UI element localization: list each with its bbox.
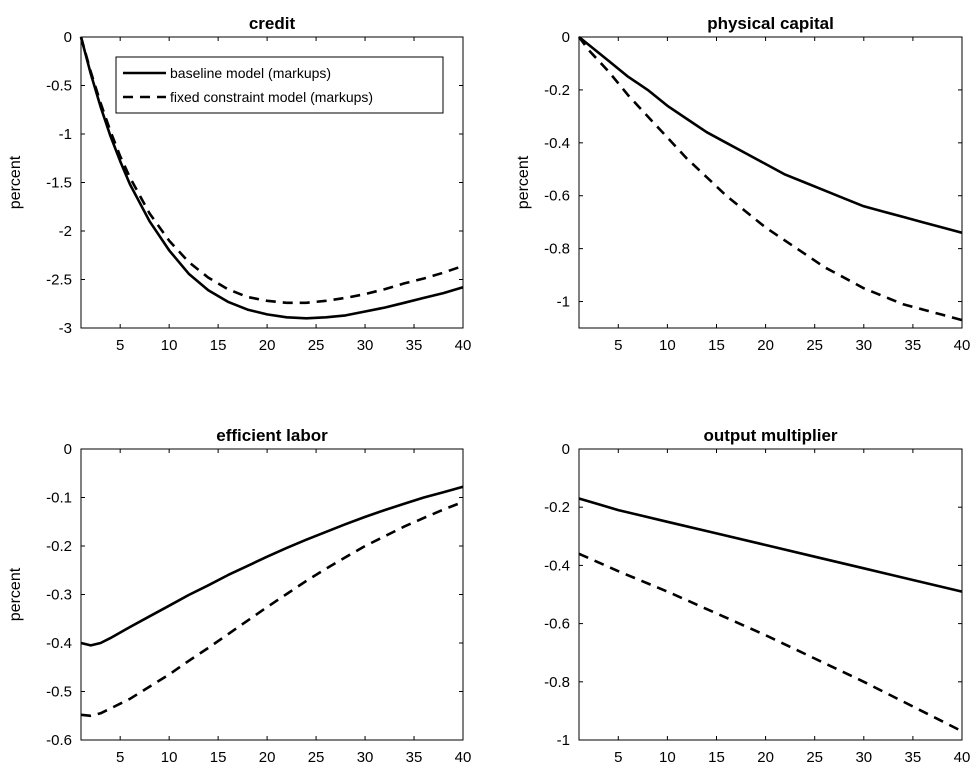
- series-line-solid: [80, 485, 464, 647]
- y-tick-label: -1: [557, 732, 570, 749]
- y-tick-label: -3: [59, 320, 72, 337]
- x-tick-label: 15: [210, 337, 227, 354]
- y-tick-label: -0.8: [544, 241, 570, 258]
- y-tick-label: 0: [562, 441, 570, 458]
- x-tick-label: 40: [455, 749, 472, 766]
- y-tick-label: -0.2: [544, 499, 570, 516]
- axes-box: [80, 448, 464, 741]
- series-line-solid: [79, 36, 464, 320]
- x-tick-label: 35: [905, 337, 922, 354]
- legend-entry: fixed constraint model (markups): [170, 89, 373, 105]
- x-tick-label: 40: [954, 749, 971, 766]
- x-tick-label: 5: [116, 337, 124, 354]
- y-tick-label: -0.2: [46, 538, 72, 555]
- axes-box: [578, 448, 963, 741]
- x-tick-label: 10: [161, 337, 178, 354]
- x-tick-label: 15: [708, 337, 725, 354]
- x-tick-label: 40: [954, 337, 971, 354]
- series-line-dashed: [80, 500, 464, 718]
- y-tick-label: -0.6: [544, 188, 570, 205]
- y-tick-label: -2.5: [46, 272, 72, 289]
- x-tick-label: 35: [905, 749, 922, 766]
- x-tick-label: 25: [806, 749, 823, 766]
- chart-title: credit: [249, 14, 296, 33]
- x-tick-label: 25: [806, 337, 823, 354]
- x-tick-label: 20: [757, 337, 774, 354]
- y-axis-label: percent: [7, 155, 24, 209]
- x-tick-label: 10: [659, 337, 676, 354]
- y-tick-label: -0.2: [544, 82, 570, 99]
- y-tick-label: -0.5: [46, 684, 72, 701]
- series-line-dashed: [577, 36, 963, 322]
- x-tick-label: 30: [357, 749, 374, 766]
- y-tick-label: -0.4: [544, 557, 570, 574]
- x-tick-label: 5: [614, 337, 622, 354]
- chart-title: output multiplier: [703, 426, 837, 445]
- x-tick-label: 15: [708, 749, 725, 766]
- x-tick-label: 35: [406, 749, 423, 766]
- x-tick-label: 25: [308, 337, 325, 354]
- panel-credit: credit percent 5 10 15 20 25 30 35 40 0 -0.5 -1 -1.5 -…: [7, 14, 471, 354]
- legend-box: [115, 56, 444, 114]
- y-tick-label: -1: [557, 294, 570, 311]
- x-tick-label: 10: [161, 749, 178, 766]
- panel-output-multiplier: output multiplier 5 10 15 20 25 30 35 40 0 -0.2 -0.…: [544, 426, 970, 766]
- legend: baseline model (markups) fixed constraint…: [115, 56, 444, 114]
- series-line-solid: [578, 35, 963, 235]
- panel-physical-capital: physical capital percent 5 10 15 20 25 30 35 40 0 -…: [515, 14, 970, 354]
- series-line-solid: [578, 497, 963, 593]
- x-tick-label: 25: [308, 749, 325, 766]
- y-tick-label: -0.8: [544, 674, 570, 691]
- y-tick-label: -1: [59, 126, 72, 143]
- x-tick-label: 15: [210, 749, 227, 766]
- x-tick-label: 20: [757, 749, 774, 766]
- y-tick-label: -0.6: [544, 616, 570, 633]
- x-tick-label: 5: [614, 749, 622, 766]
- x-tick-label: 5: [116, 749, 124, 766]
- x-tick-label: 30: [357, 337, 374, 354]
- x-tick-label: 20: [259, 749, 276, 766]
- y-tick-label: -0.4: [544, 135, 570, 152]
- chart-title: efficient labor: [216, 426, 328, 445]
- legend-entry: baseline model (markups): [170, 65, 331, 81]
- y-tick-label: -0.1: [46, 490, 72, 507]
- x-tick-label: 10: [659, 749, 676, 766]
- y-axis-label: percent: [515, 155, 532, 209]
- y-tick-label: -1.5: [46, 175, 72, 192]
- series-line-dashed: [79, 36, 464, 305]
- y-tick-label: -2: [59, 223, 72, 240]
- chart-title: physical capital: [707, 14, 834, 33]
- axes-box: [578, 36, 963, 329]
- x-tick-label: 30: [855, 337, 872, 354]
- x-tick-label: 35: [406, 337, 423, 354]
- y-tick-label: 0: [562, 29, 570, 46]
- x-tick-label: 40: [455, 337, 472, 354]
- x-tick-label: 30: [855, 749, 872, 766]
- y-tick-label: 0: [64, 29, 72, 46]
- axes-box: [80, 36, 464, 329]
- series-line-dashed: [578, 552, 963, 733]
- y-axis-label: percent: [7, 567, 24, 621]
- y-tick-label: -0.3: [46, 587, 72, 604]
- x-tick-label: 20: [259, 337, 276, 354]
- y-tick-label: -0.6: [46, 732, 72, 749]
- panel-efficient-labor: efficient labor percent 5 10 15 20 25 30 35 40 0 -0…: [7, 426, 471, 766]
- y-tick-label: -0.5: [46, 78, 72, 95]
- y-tick-label: 0: [64, 441, 72, 458]
- y-tick-label: -0.4: [46, 635, 72, 652]
